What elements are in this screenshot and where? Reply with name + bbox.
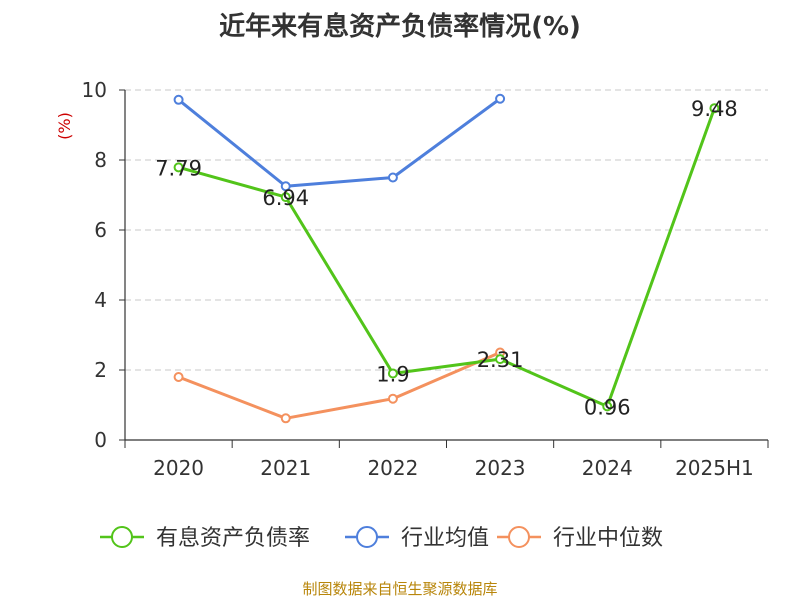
y-tick-label: 10 xyxy=(82,78,107,102)
series-line xyxy=(177,97,501,188)
series-lines xyxy=(173,93,720,424)
x-tick-label: 2022 xyxy=(367,456,418,480)
data-point xyxy=(387,172,398,183)
data-point xyxy=(602,401,613,412)
data-point xyxy=(387,368,398,379)
data-point xyxy=(280,192,291,203)
series-line xyxy=(178,107,716,408)
chart-title: 近年来有息资产负债率情况(%) xyxy=(219,12,581,42)
data-point xyxy=(495,354,506,365)
y-tick-label: 0 xyxy=(94,428,107,452)
data-label: 2.31 xyxy=(477,348,524,372)
data-point xyxy=(173,94,184,105)
data-point xyxy=(495,93,506,104)
legend-item[interactable]: 有息资产负债率 xyxy=(100,526,310,551)
x-tick-label: 2024 xyxy=(582,456,633,480)
x-tick-label: 2021 xyxy=(260,456,311,480)
y-tick-label: 4 xyxy=(94,288,107,312)
data-point xyxy=(387,393,398,404)
legend-label: 行业均值 xyxy=(401,526,489,551)
data-source-note: 制图数据来自恒生聚源数据库 xyxy=(302,580,498,598)
x-tick-label: 2023 xyxy=(475,456,526,480)
legend-label: 有息资产负债率 xyxy=(156,526,310,551)
data-label: 6.94 xyxy=(262,186,309,210)
x-tick-label: 2020 xyxy=(153,456,204,480)
data-labels: 7.79 6.94 1.9 2.31 0.96 9.48 xyxy=(155,97,738,419)
legend[interactable]: 有息资产负债率 行业均值 行业中位数 xyxy=(100,526,663,551)
y-tick-label: 6 xyxy=(94,218,107,242)
data-point xyxy=(709,103,720,114)
series-line xyxy=(178,351,501,420)
legend-item[interactable]: 行业中位数 xyxy=(497,526,663,551)
data-label: 0.96 xyxy=(584,395,631,419)
legend-swatch-marker xyxy=(356,526,378,548)
x-tick-label: 2025H1 xyxy=(675,456,754,480)
data-label: 1.9 xyxy=(376,363,409,387)
data-point xyxy=(173,162,184,173)
data-point xyxy=(280,413,291,424)
data-label: 9.48 xyxy=(691,97,738,121)
legend-swatch-marker xyxy=(111,526,133,548)
y-tick-label: 2 xyxy=(94,358,107,382)
legend-item[interactable]: 行业均值 xyxy=(345,526,489,551)
legend-label: 行业中位数 xyxy=(553,526,663,551)
legend-swatch-marker xyxy=(508,526,530,548)
y-axis-label: (%) xyxy=(55,112,74,140)
axes: 0 2 4 6 8 10 2020 2021 2022 2023 2024 2025H1 (%) xyxy=(55,78,769,480)
y-tick-label: 8 xyxy=(94,148,107,172)
data-label: 7.79 xyxy=(155,156,202,180)
grid-lines xyxy=(125,89,768,371)
data-point xyxy=(280,181,291,192)
data-point xyxy=(173,372,184,382)
